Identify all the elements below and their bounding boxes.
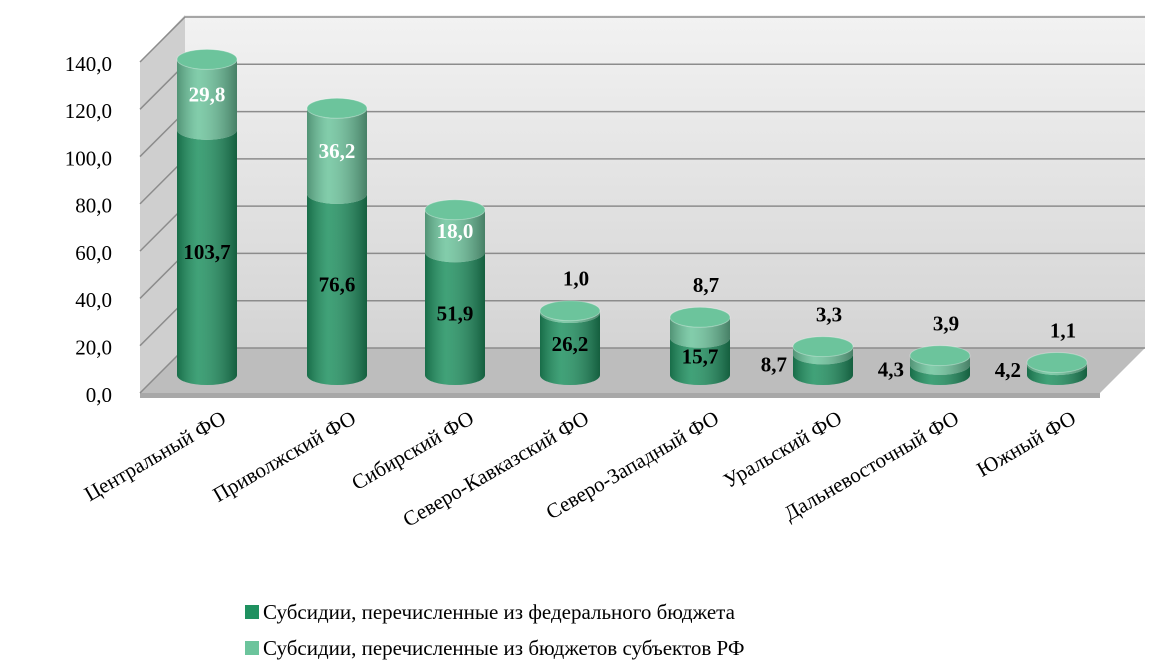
value-label: 1,1: [1050, 318, 1076, 342]
value-label: 8,7: [693, 273, 719, 297]
legend-swatch: [245, 605, 259, 619]
y-tick-label: 40,0: [75, 288, 112, 312]
bar-shade: [425, 252, 485, 385]
value-label: 18,0: [437, 219, 474, 243]
bar-shade: [540, 310, 600, 324]
y-tick-label: 100,0: [65, 146, 112, 170]
legend-label: Субсидии, перечисленные из федерального …: [263, 600, 736, 624]
bar-shade: [307, 193, 367, 385]
value-label: 4,3: [878, 358, 904, 382]
value-label: 51,9: [437, 301, 474, 325]
bar-shade: [1027, 365, 1087, 385]
bar-shade: [793, 354, 853, 385]
value-label: 26,2: [552, 332, 589, 356]
bar-shade: [425, 209, 485, 263]
y-tick-label: 120,0: [65, 99, 112, 123]
cylinder-top: [424, 199, 486, 221]
floor: [140, 348, 1145, 393]
cylinder-top: [792, 336, 854, 358]
value-label: 15,7: [682, 344, 719, 368]
floor-edge: [140, 393, 1100, 398]
y-tick-label: 60,0: [75, 241, 112, 265]
side-wall: [140, 15, 185, 393]
x-tick-label: Приволжский ФО: [209, 406, 360, 507]
bar-shade: [670, 337, 730, 385]
value-label: 29,8: [189, 82, 226, 106]
cylinder-top: [539, 300, 601, 322]
value-label: 103,7: [183, 240, 230, 264]
value-label: 3,9: [933, 311, 959, 335]
bar-shade: [540, 313, 600, 385]
bar-shade: [177, 129, 238, 385]
y-tick-label: 80,0: [75, 194, 112, 218]
value-label: 36,2: [319, 139, 356, 163]
value-label: 8,7: [761, 353, 787, 377]
cylinder-top: [1026, 351, 1088, 373]
cylinder-top: [909, 345, 971, 367]
x-tick-label: Южный ФО: [972, 406, 1079, 482]
cylinder-top: [306, 97, 368, 119]
bar-shade: [670, 317, 730, 348]
bar-shade: [793, 346, 853, 365]
value-label: 76,6: [319, 272, 356, 296]
cylinder-top: [669, 306, 731, 328]
legend-label: Субсидии, перечисленные из бюджетов субъ…: [263, 636, 744, 660]
bar-shade: [307, 108, 367, 204]
value-label: 4,2: [995, 358, 1021, 382]
y-tick-label: 20,0: [75, 336, 112, 360]
y-tick-label: 0,0: [86, 383, 112, 407]
grid-line: [139, 16, 1145, 63]
bar-shade: [910, 355, 970, 375]
y-tick-label: 140,0: [65, 52, 112, 76]
bar-shade: [910, 364, 970, 385]
cylinder-top: [176, 48, 238, 70]
bar-shade: [1027, 362, 1087, 376]
x-tick-label: Центральный ФО: [80, 406, 230, 506]
value-label: 3,3: [816, 302, 842, 326]
legend-swatch: [245, 641, 259, 655]
bar-shade: [177, 59, 238, 140]
value-label: 1,0: [563, 267, 589, 291]
